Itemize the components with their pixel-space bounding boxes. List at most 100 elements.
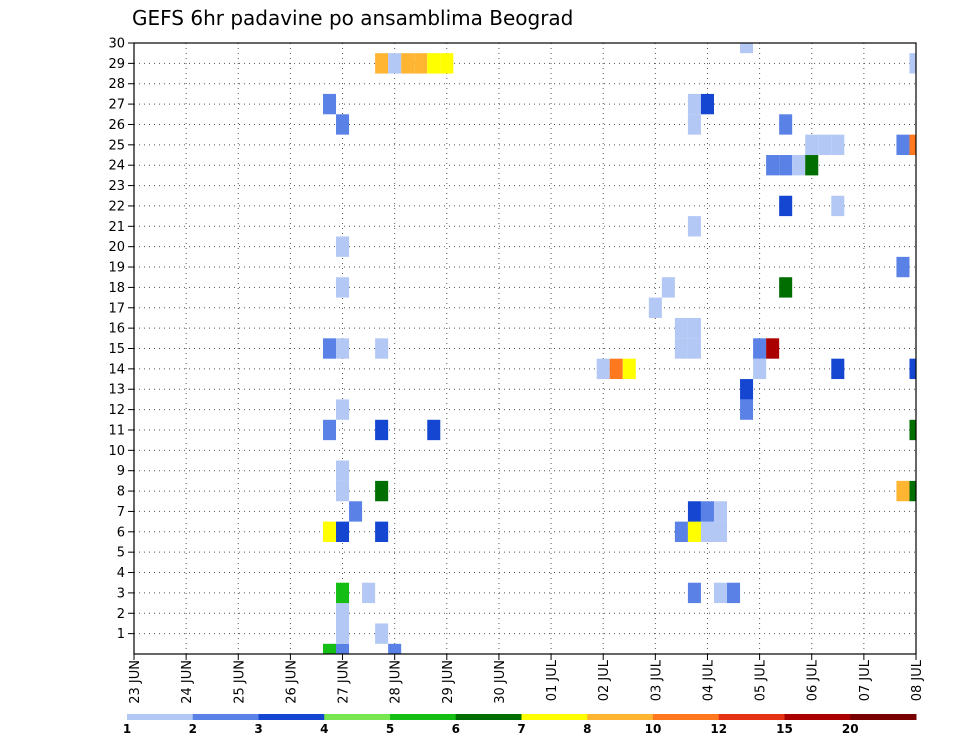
- data-cell: [909, 419, 916, 441]
- data-cell: [700, 501, 714, 522]
- data-cell: [779, 277, 793, 298]
- data-cell: [336, 582, 350, 604]
- y-tick-label: 30: [108, 37, 125, 52]
- data-cell: [362, 582, 376, 604]
- y-tick-label: 21: [108, 220, 125, 235]
- data-cell: [674, 317, 688, 339]
- data-cell: [336, 338, 350, 359]
- data-cell: [375, 53, 389, 74]
- y-tick-label: 11: [108, 423, 125, 438]
- legend-label: 20: [842, 722, 859, 736]
- data-cell: [831, 134, 845, 156]
- legend-label: 2: [189, 722, 197, 736]
- data-cell: [674, 521, 688, 542]
- data-cell: [687, 93, 701, 115]
- data-cell: [766, 155, 780, 176]
- x-tick-label: 26 JUN: [284, 660, 299, 704]
- x-tick-label: 02 JUL: [597, 659, 612, 701]
- data-cell: [336, 277, 350, 298]
- data-cell: [388, 53, 402, 74]
- data-cell: [740, 399, 754, 420]
- data-cell: [401, 53, 415, 74]
- legend-label: 4: [320, 722, 328, 736]
- data-cell: [322, 93, 337, 115]
- x-tick-label: 05 JUL: [754, 659, 769, 701]
- data-cell: [753, 358, 767, 380]
- data-cell: [336, 521, 350, 542]
- y-tick-label: 19: [108, 261, 125, 276]
- data-cell: [687, 338, 701, 359]
- x-tick-label: 03 JUL: [649, 659, 664, 701]
- y-tick-label: 5: [117, 546, 125, 561]
- data-cell: [336, 399, 350, 420]
- legend-swatch: [521, 714, 588, 720]
- y-tick-label: 20: [108, 240, 125, 255]
- data-cells: [322, 43, 916, 654]
- y-tick-label: 9: [117, 464, 125, 479]
- data-cell: [622, 358, 636, 380]
- data-cell: [766, 338, 780, 359]
- data-cell: [596, 358, 610, 380]
- data-cell: [687, 114, 701, 135]
- data-cell: [375, 338, 389, 359]
- data-cell: [909, 358, 916, 380]
- data-cell: [779, 114, 793, 135]
- legend-swatch: [258, 714, 325, 720]
- data-cell: [414, 53, 428, 74]
- legend-swatch: [455, 714, 522, 720]
- data-cell: [687, 317, 701, 339]
- data-cell: [336, 603, 350, 624]
- x-tick-label: 27 JUN: [337, 660, 352, 704]
- data-cell: [896, 256, 910, 278]
- data-cell: [322, 521, 337, 542]
- data-cell: [440, 53, 454, 74]
- data-cell: [322, 643, 337, 654]
- legend-swatch: [718, 714, 785, 720]
- y-tick-label: 26: [108, 118, 125, 133]
- y-tick-label: 18: [108, 281, 125, 296]
- y-tick-label: 10: [108, 444, 125, 459]
- data-cell: [375, 419, 389, 441]
- y-tick-label: 16: [108, 322, 125, 337]
- data-cell: [375, 480, 389, 502]
- data-cell: [831, 195, 845, 217]
- data-cell: [687, 216, 701, 237]
- x-tick-label: 29 JUN: [441, 660, 456, 704]
- y-tick-label: 24: [108, 159, 125, 174]
- data-cell: [336, 114, 350, 135]
- legend-swatch: [324, 714, 391, 720]
- chart-title: GEFS 6hr padavine po ansamblima Beograd: [132, 6, 573, 30]
- color-legend: 1 2 3 4 5 6 7 8 10 12 15 20: [123, 714, 917, 736]
- x-tick-label: 23 JUN: [128, 660, 143, 704]
- legend-label: 1: [123, 722, 131, 736]
- data-cell: [779, 195, 793, 217]
- x-axis: 23 JUN 24 JUN 25 JUN 26 JUN 27 JUN 28 JUN 29 J…: [128, 654, 925, 704]
- data-cell: [740, 43, 754, 54]
- legend-label: 15: [776, 722, 793, 736]
- y-tick-label: 13: [108, 383, 125, 398]
- data-cell: [336, 643, 350, 654]
- y-tick-label: 3: [117, 586, 125, 601]
- y-tick-label: 7: [117, 505, 125, 520]
- data-cell: [609, 358, 623, 380]
- legend-swatch: [653, 714, 720, 720]
- data-cell: [375, 521, 389, 542]
- data-cell: [700, 93, 714, 115]
- y-tick-label: 6: [117, 525, 125, 540]
- data-cell: [336, 236, 350, 257]
- x-tick-label: 06 JUL: [806, 659, 821, 701]
- data-cell: [349, 501, 363, 522]
- legend-swatch: [850, 714, 917, 720]
- legend-label: 3: [254, 722, 262, 736]
- legend-swatch: [127, 714, 194, 720]
- data-cell: [687, 582, 701, 604]
- data-cell: [779, 155, 793, 176]
- data-cell: [713, 521, 728, 542]
- data-cell: [896, 480, 910, 502]
- data-cell: [661, 277, 675, 298]
- y-tick-label: 2: [117, 607, 125, 622]
- data-cell: [336, 480, 350, 502]
- legend-swatch: [192, 714, 259, 720]
- data-cell: [713, 501, 728, 522]
